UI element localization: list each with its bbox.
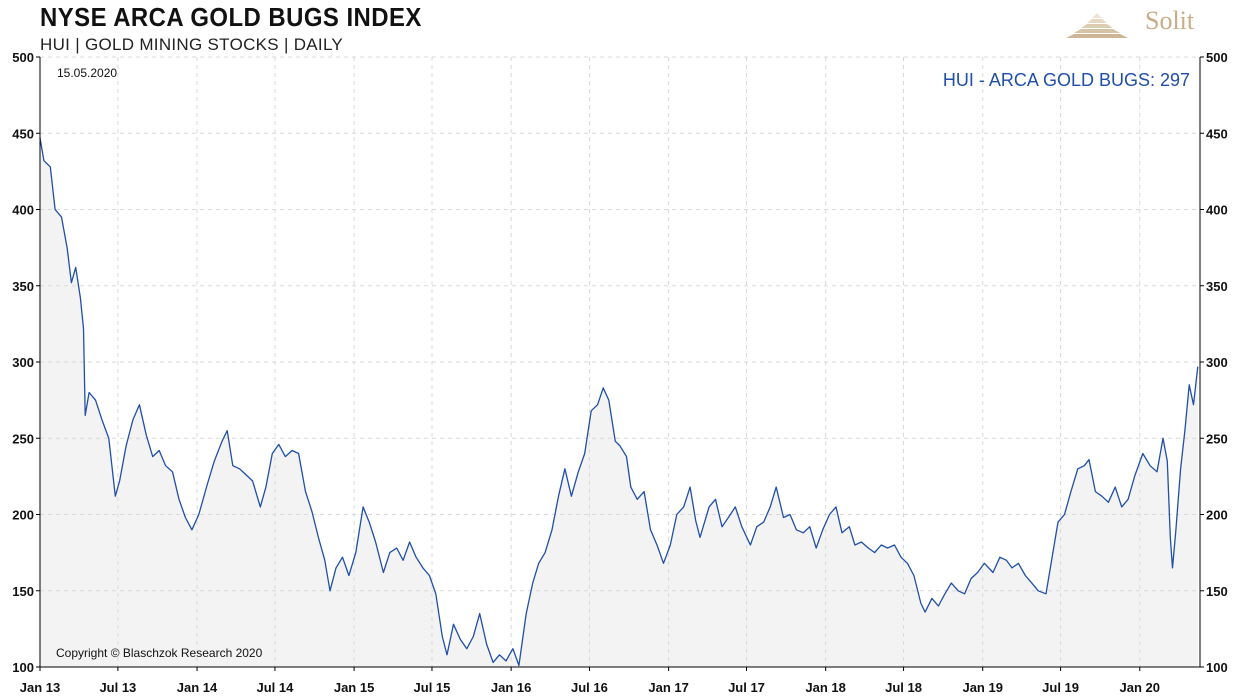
x-tick-label: Jul 19 (1042, 680, 1079, 695)
x-tick-label: Jan 19 (962, 680, 1002, 695)
chart-subtitle: HUI | GOLD MINING STOCKS | DAILY (40, 35, 344, 54)
y-tick-label-left: 350 (12, 279, 34, 294)
series-line (39, 137, 1199, 667)
date-label: 15.05.2020 (57, 66, 117, 80)
x-tick-label: Jul 13 (99, 680, 136, 695)
y-tick-label-right: 350 (1206, 279, 1228, 294)
y-tick-label-left: 300 (12, 355, 34, 370)
chart-title: NYSE ARCA GOLD BUGS INDEX (40, 2, 422, 32)
series-area (40, 137, 1198, 668)
solit-logo-icon (1066, 13, 1128, 38)
x-tick-label: Jan 15 (334, 680, 374, 695)
y-tick-label-left: 150 (12, 584, 34, 599)
y-tick-label-left: 400 (12, 203, 34, 218)
x-tick-label: Jul 14 (256, 680, 294, 695)
x-tick-label: Jul 18 (885, 680, 922, 695)
x-tick-label: Jul 17 (728, 680, 765, 695)
x-tick-label: Jan 16 (491, 680, 531, 695)
y-tick-label-right: 450 (1206, 126, 1228, 141)
x-tick-label: Jan 20 (1120, 680, 1160, 695)
x-tick-label: Jul 15 (414, 680, 451, 695)
y-tick-label-right: 400 (1206, 203, 1228, 218)
y-tick-label-right: 300 (1206, 355, 1228, 370)
y-tick-label-left: 450 (12, 126, 34, 141)
y-tick-label-right: 200 (1206, 508, 1228, 523)
copyright-text: Copyright © Blaschzok Research 2020 (56, 646, 263, 660)
y-tick-label-right: 150 (1206, 584, 1228, 599)
y-tick-label-right: 100 (1206, 660, 1228, 675)
x-tick-label: Jan 18 (805, 680, 845, 695)
x-tick-label: Jan 13 (20, 680, 60, 695)
y-tick-label-left: 200 (12, 508, 34, 523)
logo-text: Solit (1145, 6, 1195, 35)
y-tick-label-right: 500 (1206, 50, 1228, 65)
y-tick-label-left: 250 (12, 431, 34, 446)
x-tick-label: Jan 17 (648, 680, 688, 695)
y-tick-label-left: 100 (12, 660, 34, 675)
legend-label: HUI - ARCA GOLD BUGS: 297 (943, 70, 1190, 90)
y-tick-label-right: 250 (1206, 431, 1228, 446)
x-tick-label: Jul 16 (571, 680, 608, 695)
x-tick-label: Jan 14 (177, 680, 218, 695)
y-tick-label-left: 500 (12, 50, 34, 65)
